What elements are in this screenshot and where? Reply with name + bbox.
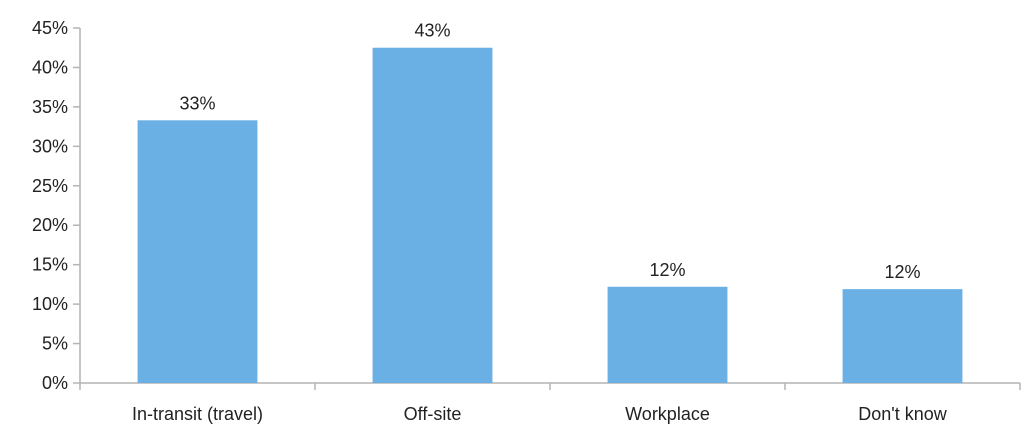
bar (607, 286, 728, 383)
y-tick-label: 40% (32, 57, 68, 77)
x-axis: In-transit (travel) Off-site Workplace Don'… (79, 382, 1021, 424)
bar-value-label: 12% (884, 262, 920, 282)
y-tick-label: 25% (32, 176, 68, 196)
x-category-label: Off-site (404, 404, 462, 424)
bar (842, 289, 963, 383)
y-tick-label: 35% (32, 97, 68, 117)
x-category-label: Workplace (625, 404, 710, 424)
y-tick-label: 45% (32, 18, 68, 38)
y-axis: 0% 5% 10% 15% 20% 25% 30% 35% 40% 45% (32, 18, 81, 393)
y-tick-label: 10% (32, 294, 68, 314)
data-labels: 33% 43% 12% 12% (179, 21, 920, 282)
y-tick-label: 20% (32, 215, 68, 235)
y-tick-label: 0% (42, 373, 68, 393)
bar (372, 47, 493, 383)
y-tick-label: 15% (32, 255, 68, 275)
bar-value-label: 33% (179, 93, 215, 113)
y-tick-label: 30% (32, 136, 68, 156)
x-category-label: In-transit (travel) (132, 404, 263, 424)
bar (137, 120, 258, 384)
y-tick-label: 5% (42, 334, 68, 354)
bar-value-label: 12% (649, 260, 685, 280)
x-category-label: Don't know (858, 404, 947, 424)
bar-value-label: 43% (414, 21, 450, 41)
bars (137, 47, 963, 384)
